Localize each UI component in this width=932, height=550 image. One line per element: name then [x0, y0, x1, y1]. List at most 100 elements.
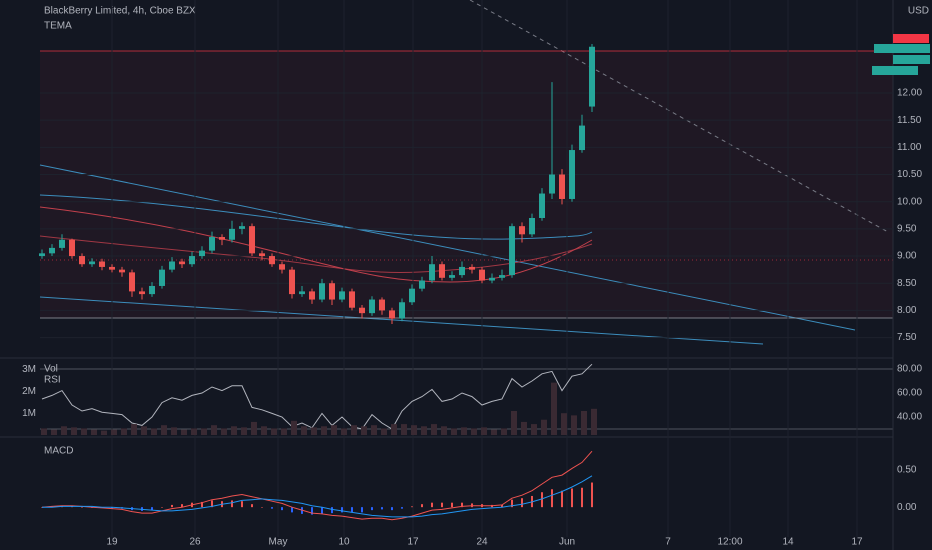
candle-body	[109, 266, 115, 270]
bar	[461, 502, 463, 508]
x-tick-label: 19	[106, 537, 118, 548]
candle-body	[349, 291, 355, 308]
bar	[351, 507, 353, 513]
bar	[161, 507, 163, 508]
bar	[581, 487, 583, 508]
bar	[341, 507, 343, 513]
price-badge	[893, 34, 929, 43]
candle-body	[459, 266, 465, 276]
candle-body	[39, 253, 45, 257]
bar	[211, 500, 213, 508]
candle-body	[509, 226, 515, 276]
x-tick-label: 17	[851, 537, 863, 548]
y-tick-label: 8.00	[897, 305, 917, 316]
bar	[141, 426, 147, 435]
bar	[281, 428, 287, 435]
bar	[571, 488, 573, 508]
bar	[411, 425, 417, 435]
candle-body	[179, 261, 185, 265]
bar	[371, 507, 373, 511]
candle-body	[549, 174, 555, 194]
chart-title: BlackBerry Limited, 4h, Cboe BZX	[44, 6, 196, 17]
bar	[91, 429, 97, 435]
y-tick-label: 11.50	[897, 115, 922, 126]
bar	[501, 428, 507, 435]
candle-body	[269, 256, 275, 265]
bar	[241, 427, 247, 435]
price-badge	[874, 44, 930, 53]
bar	[521, 421, 527, 435]
bar	[181, 504, 183, 508]
candle-body	[339, 291, 345, 300]
bar	[261, 426, 267, 435]
bar	[241, 501, 243, 508]
candle-body	[259, 253, 265, 257]
bar	[61, 426, 67, 435]
candle-body	[299, 291, 305, 295]
bar	[111, 507, 113, 509]
candle-body	[329, 283, 335, 300]
candle-body	[209, 237, 215, 251]
bar	[441, 426, 447, 435]
bar	[111, 429, 117, 435]
bar	[201, 428, 207, 435]
candle-body	[319, 283, 325, 300]
x-tick-label: 17	[407, 537, 419, 548]
bar	[51, 429, 57, 435]
candle-body	[469, 266, 475, 270]
bar	[211, 425, 217, 435]
candle-body	[59, 239, 65, 248]
candle-body	[439, 264, 445, 278]
bar	[391, 424, 397, 435]
bar	[261, 507, 263, 508]
price-badge	[893, 55, 930, 64]
bar	[281, 507, 283, 511]
y-tick-label: 40.00	[897, 412, 922, 423]
bar	[251, 421, 257, 435]
bar	[431, 424, 437, 435]
candle-body	[229, 228, 235, 240]
bar	[421, 504, 423, 508]
bar	[401, 424, 407, 435]
candle-body	[369, 299, 375, 314]
bar	[121, 428, 127, 435]
bar	[191, 428, 197, 435]
bar	[361, 426, 367, 435]
bar	[391, 507, 393, 511]
candle-body	[159, 269, 165, 286]
bar	[511, 499, 513, 508]
candle-body	[309, 291, 315, 300]
candle-body	[199, 250, 205, 257]
bar	[341, 428, 347, 435]
candle-body	[99, 261, 105, 267]
bar	[311, 507, 313, 515]
price-badge	[872, 66, 918, 75]
pane-title: MACD	[44, 446, 73, 457]
bar	[361, 507, 363, 513]
bar	[231, 500, 233, 508]
bar	[401, 507, 403, 509]
legend-label: RSI	[44, 375, 61, 386]
bar	[381, 507, 383, 510]
y-tick-label: 60.00	[897, 388, 922, 399]
y-tick-label: 10.50	[897, 169, 922, 180]
bar	[161, 425, 167, 435]
bar	[221, 428, 227, 435]
bar	[551, 489, 553, 508]
bar	[251, 504, 253, 508]
y-tick-label: 3M	[22, 364, 36, 375]
legend-label: Vol	[44, 364, 58, 375]
candle-body	[589, 46, 595, 107]
candle-body	[409, 288, 415, 303]
bar	[441, 502, 443, 508]
trend-line	[39, 164, 856, 331]
candle-body	[479, 269, 485, 281]
bar	[521, 498, 523, 508]
x-tick-label: 24	[476, 537, 488, 548]
candle-body	[429, 264, 435, 281]
x-tick-label: 26	[189, 537, 201, 548]
bar	[271, 507, 273, 509]
moving-average	[39, 194, 593, 240]
bar	[551, 382, 557, 435]
